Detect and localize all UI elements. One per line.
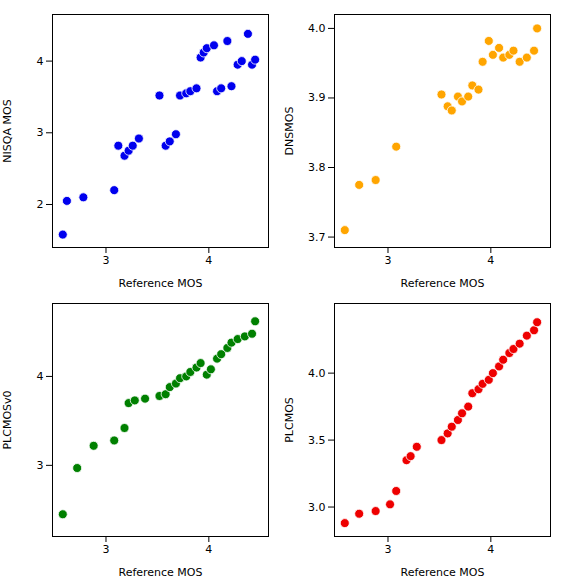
svg-text:4: 4	[37, 370, 44, 383]
svg-text:4: 4	[205, 254, 212, 267]
svg-text:3: 3	[37, 459, 44, 472]
svg-text:PLCMOS: PLCMOS	[283, 397, 296, 443]
svg-text:NISQA MOS: NISQA MOS	[1, 99, 14, 162]
svg-text:3: 3	[102, 254, 109, 267]
svg-text:3.9: 3.9	[308, 91, 326, 104]
svg-text:3: 3	[384, 254, 391, 267]
svg-text:3: 3	[37, 126, 44, 139]
svg-text:3.5: 3.5	[308, 434, 326, 447]
svg-text:3.7: 3.7	[308, 231, 326, 244]
svg-text:4: 4	[487, 254, 494, 267]
svg-text:3: 3	[384, 543, 391, 556]
svg-text:4: 4	[37, 55, 44, 68]
svg-text:Reference MOS: Reference MOS	[118, 277, 202, 290]
svg-text:4: 4	[487, 543, 494, 556]
svg-text:3.8: 3.8	[308, 161, 326, 174]
svg-text:3.0: 3.0	[308, 501, 326, 514]
svg-text:Reference MOS: Reference MOS	[400, 566, 484, 578]
svg-text:Reference MOS: Reference MOS	[400, 277, 484, 290]
svg-text:4.0: 4.0	[308, 367, 326, 380]
svg-text:3: 3	[102, 543, 109, 556]
svg-text:2: 2	[37, 198, 44, 211]
svg-text:4: 4	[205, 543, 212, 556]
svg-text:PLCMOSv0: PLCMOSv0	[1, 390, 14, 449]
svg-text:Reference MOS: Reference MOS	[118, 566, 202, 578]
svg-text:4.0: 4.0	[308, 22, 326, 35]
svg-text:DNSMOS: DNSMOS	[283, 107, 296, 156]
